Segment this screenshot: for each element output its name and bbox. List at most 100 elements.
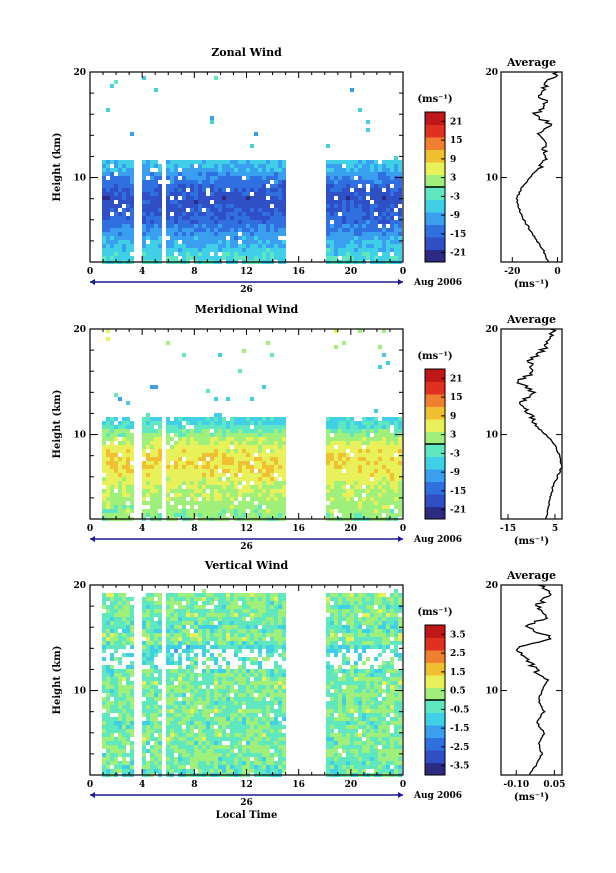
heatmap-cell <box>254 753 258 757</box>
heatmap-cell <box>238 196 242 200</box>
heatmap-cell <box>230 425 234 429</box>
heatmap-cell <box>398 457 402 461</box>
heatmap-cell <box>218 653 222 657</box>
heatmap-cell <box>146 244 150 248</box>
heatmap-cell <box>126 597 130 601</box>
heatmap-cell <box>106 701 110 705</box>
heatmap-cell <box>386 501 390 505</box>
heatmap-cell <box>230 709 234 713</box>
heatmap-cell <box>202 465 206 469</box>
heatmap-cell <box>114 497 118 501</box>
heatmap-cell <box>186 469 190 473</box>
heatmap-cell <box>254 513 258 517</box>
heatmap-cell <box>338 421 342 425</box>
heatmap-cell <box>242 200 246 204</box>
heatmap-cell <box>274 493 278 497</box>
heatmap-cell <box>158 593 162 597</box>
heatmap-cell <box>110 192 114 196</box>
heatmap-cell <box>246 689 250 693</box>
heatmap-cell <box>158 497 162 501</box>
heatmap-cell <box>266 489 270 493</box>
heatmap-cell <box>234 637 238 641</box>
heatmap-cell <box>230 737 234 741</box>
heatmap-cell <box>342 184 346 188</box>
heatmap-cell <box>394 441 398 445</box>
heatmap-cell <box>126 232 130 236</box>
heatmap-cell <box>202 737 206 741</box>
heatmap-cell <box>130 753 134 757</box>
heatmap-cell <box>114 605 118 609</box>
heatmap-cell <box>258 497 262 501</box>
heatmap-cell <box>154 693 158 697</box>
heatmap-cell <box>330 453 334 457</box>
heatmap-cell <box>202 717 206 721</box>
heatmap-cell <box>258 252 262 256</box>
heatmap-cell <box>194 709 198 713</box>
heatmap-cell <box>366 180 370 184</box>
heatmap-cell <box>278 429 282 433</box>
heatmap-cell <box>198 509 202 513</box>
heatmap-cell <box>390 493 394 497</box>
heatmap-cell <box>198 769 202 773</box>
heatmap-cell <box>106 248 110 252</box>
heatmap-cell <box>262 204 266 208</box>
heatmap-cell <box>230 625 234 629</box>
heatmap-cell <box>206 421 210 425</box>
heatmap-cell <box>194 657 198 661</box>
heatmap-cell <box>130 741 134 745</box>
heatmap-cell <box>198 757 202 761</box>
heatmap-cell <box>254 757 258 761</box>
heatmap-cell <box>270 505 274 509</box>
heatmap-cell <box>194 244 198 248</box>
heatmap-cell <box>274 176 278 180</box>
heatmap-cell <box>342 200 346 204</box>
heatmap-cell <box>206 437 210 441</box>
heatmap-cell <box>374 429 378 433</box>
heatmap-cell <box>186 224 190 228</box>
heatmap-cell <box>126 765 130 769</box>
heatmap-cell <box>122 216 126 220</box>
heatmap-cell <box>110 753 114 757</box>
heatmap-cell <box>258 661 262 665</box>
heatmap-cell <box>126 465 130 469</box>
heatmap-cell <box>210 224 214 228</box>
heatmap-cell <box>154 473 158 477</box>
heatmap-cell <box>190 212 194 216</box>
heatmap-cell <box>198 176 202 180</box>
heatmap-cell <box>234 677 238 681</box>
heatmap-cell <box>122 505 126 509</box>
heatmap-cell <box>146 220 150 224</box>
heatmap-cell <box>254 240 258 244</box>
heatmap-cell <box>210 188 214 192</box>
heatmap-cell <box>398 172 402 176</box>
heatmap-cell <box>130 224 134 228</box>
heatmap-cell <box>374 473 378 477</box>
heatmap-cell <box>334 204 338 208</box>
heatmap-cell <box>202 172 206 176</box>
heatmap-cell <box>154 220 158 224</box>
heatmap-cell <box>202 713 206 717</box>
heatmap-cell <box>282 513 286 517</box>
heatmap-cell <box>146 725 150 729</box>
heatmap-cell <box>170 645 174 649</box>
heatmap-cell <box>154 677 158 681</box>
heatmap-cell <box>150 697 154 701</box>
heatmap-cell <box>118 469 122 473</box>
heatmap-cell <box>330 425 334 429</box>
heatmap-cell <box>386 477 390 481</box>
heatmap-cell <box>166 625 170 629</box>
heatmap-cell <box>186 160 190 164</box>
heatmap-cell <box>114 629 118 633</box>
heatmap-cell <box>254 417 258 421</box>
heatmap-cell <box>214 176 218 180</box>
heatmap-cell <box>394 256 398 260</box>
heatmap-cell <box>170 733 174 737</box>
heatmap-cell <box>150 385 154 389</box>
heatmap-cell <box>254 613 258 617</box>
heatmap-cell <box>246 160 250 164</box>
heatmap-cell <box>114 689 118 693</box>
heatmap-cell <box>258 212 262 216</box>
heatmap-cell <box>226 637 230 641</box>
heatmap-cell <box>106 613 110 617</box>
heatmap-cell <box>282 425 286 429</box>
